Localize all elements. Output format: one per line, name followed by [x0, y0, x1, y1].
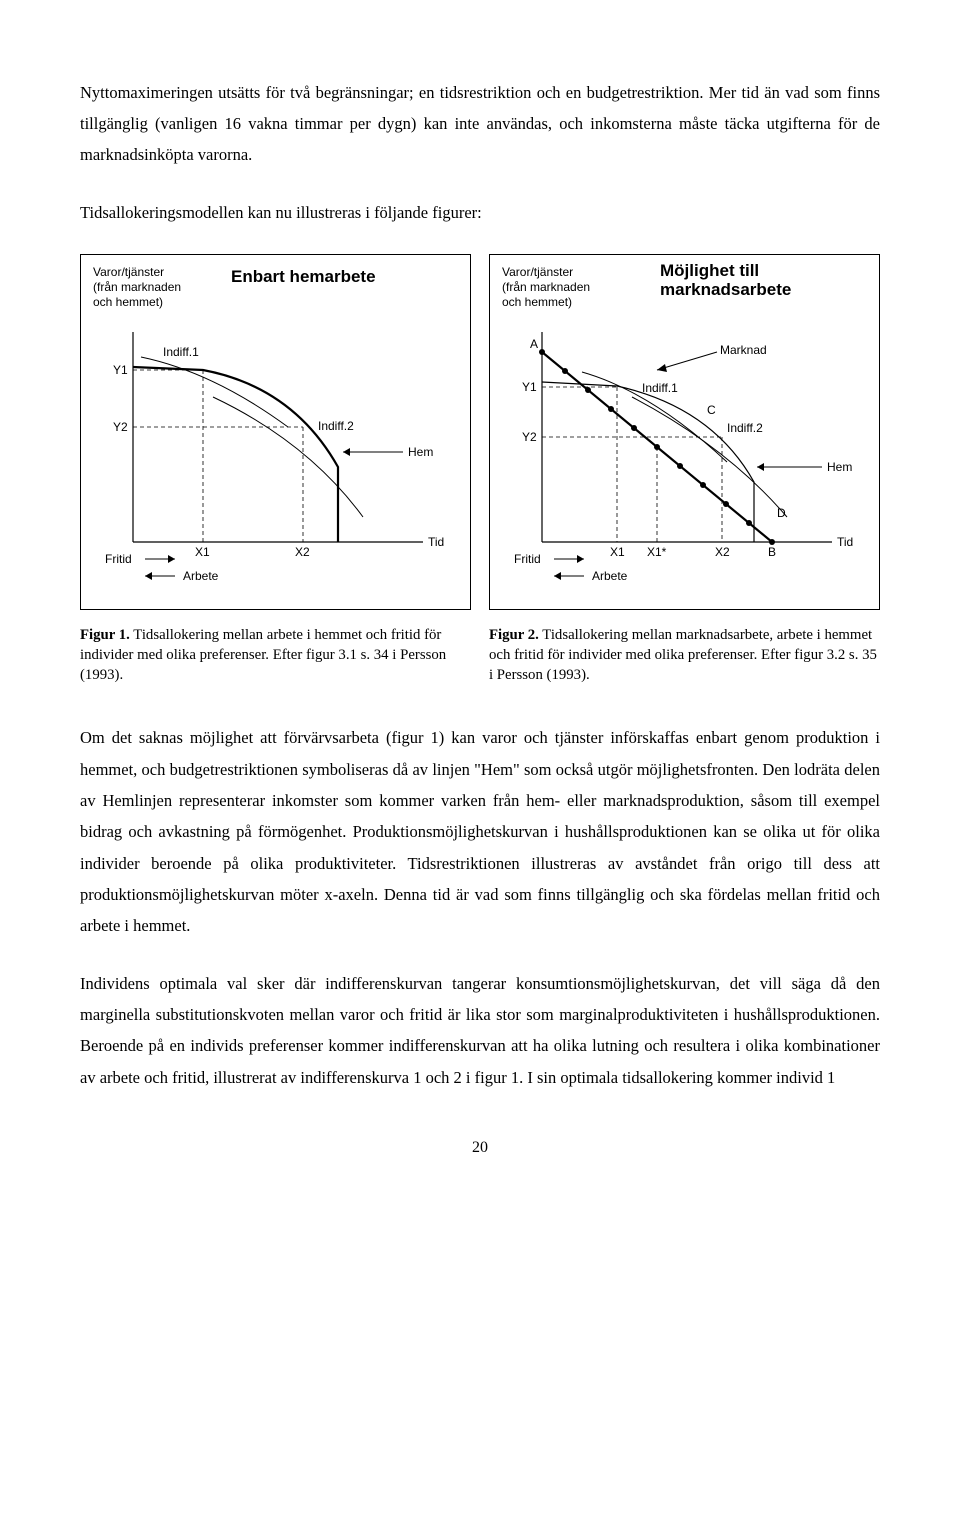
caption-1-label: Figur 1.	[80, 627, 130, 643]
figures-row: Varor/tjänster (från marknaden och hemme…	[80, 254, 880, 610]
fig2-tid: Tid	[837, 535, 853, 549]
caption-2-text: Tidsallokering mellan marknadsarbete, ar…	[489, 627, 877, 683]
fig2-indiff1: Indiff.1	[642, 381, 678, 395]
fig2-hem: Hem	[827, 460, 852, 474]
fig2-A: A	[530, 337, 538, 351]
fig1-indiff2: Indiff.2	[318, 419, 354, 433]
fig2-C: C	[707, 403, 716, 417]
fig2-title: Möjlighet till marknadsarbete	[660, 261, 830, 300]
fig2-x1star: X1*	[647, 545, 667, 559]
body-paragraph-1: Om det saknas möjlighet att förvärvsarbe…	[80, 722, 880, 941]
fig1-x1: X1	[195, 545, 210, 559]
page-number: 20	[80, 1133, 880, 1163]
fig1-y1: Y1	[113, 363, 128, 377]
fig2-svg: A Y1 Y2 C D X1 X1* X2 B Indiff.1 Indiff.…	[502, 312, 862, 592]
fig1-ylabel-1: Varor/tjänster	[93, 265, 164, 279]
fig2-fritid: Fritid	[514, 552, 541, 566]
fig1-hem: Hem	[408, 445, 433, 459]
fig1-ylabel-2: (från marknaden	[93, 280, 181, 294]
body-paragraph-2: Individens optimala val sker där indiffe…	[80, 968, 880, 1093]
fig2-x1: X1	[610, 545, 625, 559]
fig2-ylabel-3: och hemmet)	[502, 295, 572, 309]
fig2-ylabel-1: Varor/tjänster	[502, 265, 573, 279]
fig2-B: B	[768, 545, 776, 559]
figure-1-box: Varor/tjänster (från marknaden och hemme…	[80, 254, 471, 610]
fig2-indiff2: Indiff.2	[727, 421, 763, 435]
fig1-arbete: Arbete	[183, 569, 219, 583]
fig1-tid: Tid	[428, 535, 444, 549]
fig2-x2: X2	[715, 545, 730, 559]
fig1-svg: Y1 Y2 X1 X2 Indiff.1 Indiff.2 Hem Tid Fr…	[93, 312, 453, 592]
fig1-indiff1: Indiff.1	[163, 345, 199, 359]
fig2-D: D	[777, 506, 786, 520]
caption-2-label: Figur 2.	[489, 627, 539, 643]
fig1-ylabel-3: och hemmet)	[93, 295, 163, 309]
fig2-y2: Y2	[522, 430, 537, 444]
fig2-marknad: Marknad	[720, 343, 767, 357]
lead-in-paragraph: Tidsallokeringsmodellen kan nu illustrer…	[80, 197, 880, 228]
fig1-x2: X2	[295, 545, 310, 559]
caption-1-text: Tidsallokering mellan arbete i hemmet oc…	[80, 627, 446, 683]
caption-1: Figur 1. Tidsallokering mellan arbete i …	[80, 626, 471, 686]
fig1-y2: Y2	[113, 420, 128, 434]
fig1-fritid: Fritid	[105, 552, 132, 566]
fig2-ylabel-2: (från marknaden	[502, 280, 590, 294]
captions-row: Figur 1. Tidsallokering mellan arbete i …	[80, 626, 880, 686]
figure-2-box: Varor/tjänster (från marknaden och hemme…	[489, 254, 880, 610]
fig2-y1: Y1	[522, 380, 537, 394]
caption-2: Figur 2. Tidsallokering mellan marknadsa…	[489, 626, 880, 686]
fig1-title: Enbart hemarbete	[231, 261, 376, 293]
intro-paragraph: Nyttomaximeringen utsätts för två begrän…	[80, 77, 880, 171]
fig2-arbete: Arbete	[592, 569, 628, 583]
